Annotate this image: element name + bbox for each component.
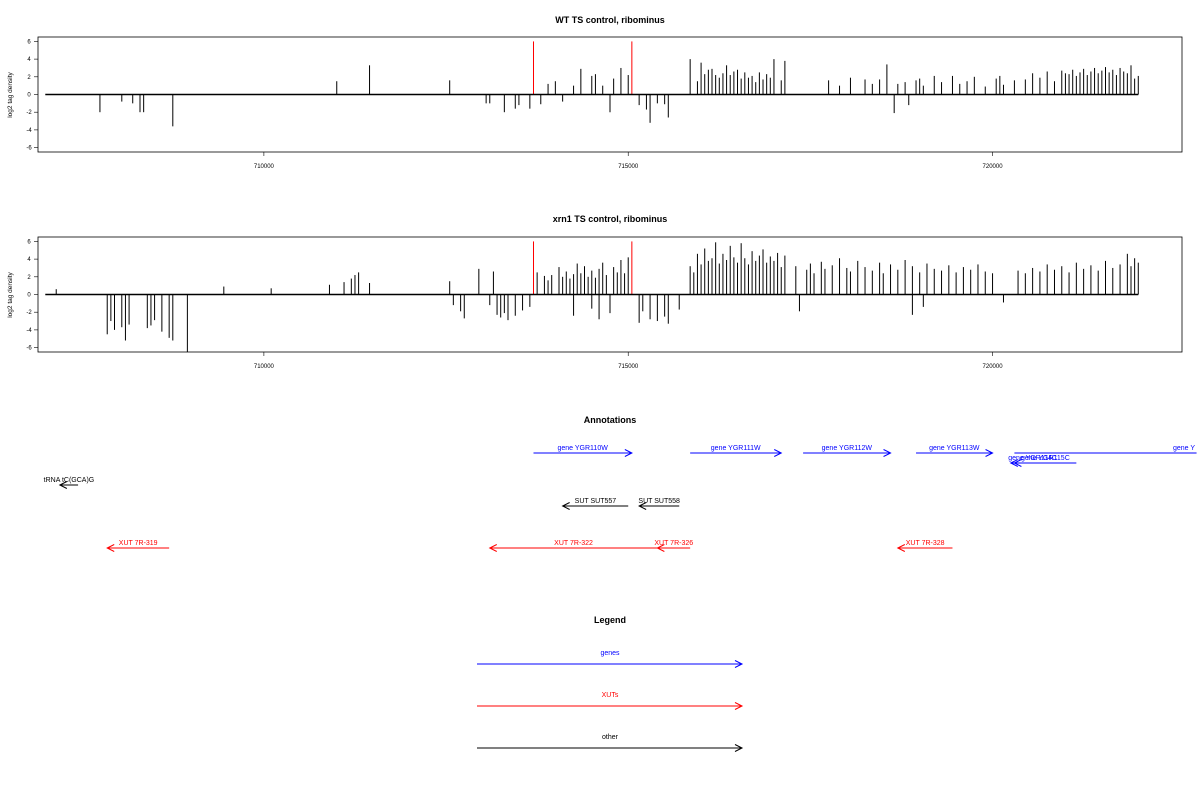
feature-arrowhead	[638, 502, 647, 510]
feature-label: gene YGR110W	[558, 445, 609, 452]
feature-label: tRNA tC(GCA)G	[44, 477, 95, 484]
bars-group	[99, 41, 1139, 127]
feature-label: SUT SUT557	[575, 498, 617, 505]
legend-item: genes	[477, 650, 744, 668]
annotation-feature: XUT 7R-326	[654, 540, 693, 552]
feature-label: gene YGR114C	[1008, 455, 1057, 462]
legend-title: Legend	[594, 615, 626, 625]
feature-label: XUT 7R-328	[906, 540, 945, 547]
legend-item: other	[477, 734, 744, 752]
feature-label: gene YGR115C	[1021, 455, 1070, 462]
x-tick-label: 710000	[254, 364, 275, 370]
y-tick-label: -2	[26, 310, 32, 316]
feature-arrowhead	[58, 481, 68, 489]
panel-title: xrn1 TS control, ribominus	[553, 214, 668, 224]
y-tick-label: -2	[26, 110, 32, 116]
feature-label: SUT SUT558	[638, 498, 680, 505]
feature-arrowhead	[561, 502, 570, 510]
x-tick-label: 715000	[618, 164, 639, 170]
annotation-features: gene YGR110W gene YGR111W gene YGR112W gene…	[44, 445, 1197, 552]
x-tick-label: 710000	[254, 164, 275, 170]
y-tick-label: 4	[27, 257, 31, 263]
legend-arrowhead	[734, 744, 744, 752]
feature-arrowhead	[1009, 459, 1018, 467]
x-tick-label: 720000	[983, 364, 1004, 370]
annotation-feature: XUT 7R-319	[106, 540, 170, 552]
y-axis-label: log2 tag density	[7, 71, 14, 117]
annotation-feature: XUT 7R-322	[488, 540, 658, 552]
legend-label: XUTs	[602, 692, 619, 699]
feature-label: gene Y	[1173, 445, 1195, 452]
y-tick-label: -6	[26, 346, 32, 352]
annotation-feature: gene YGR115C	[1013, 455, 1077, 467]
feature-arrowhead	[1013, 459, 1022, 467]
feature-arrowhead	[488, 544, 497, 552]
annotations-title: Annotations	[584, 415, 637, 425]
bars-group	[55, 241, 1139, 352]
y-tick-label: -4	[26, 128, 32, 134]
annotation-feature: gene YGR113W	[916, 445, 994, 457]
y-tick-label: -4	[26, 328, 32, 334]
feature-label: gene YGR111W	[711, 445, 761, 452]
y-tick-label: 0	[27, 93, 31, 99]
feature-arrowhead	[624, 449, 633, 457]
legend-arrowhead	[734, 702, 744, 710]
y-tick-label: 0	[27, 293, 31, 299]
y-axis-label: log2 tag density	[7, 271, 14, 317]
feature-arrowhead	[656, 544, 665, 552]
annotation-feature: gene YGR110W	[533, 445, 633, 457]
annotation-feature: gene YGR111W	[690, 445, 783, 457]
panel-xrn1: xrn1 TS control, ribominus -6 -4 -2 0 2 4 6 710…	[7, 214, 1183, 370]
annotation-feature: gene YGR112W	[803, 445, 892, 457]
y-tick-label: 6	[27, 39, 31, 45]
feature-arrowhead	[985, 449, 994, 457]
annotation-feature: XUT 7R-328	[896, 540, 953, 552]
panel-title: WT TS control, ribominus	[555, 15, 665, 25]
y-tick-label: 4	[27, 57, 31, 63]
feature-label: gene YGR113W	[929, 445, 980, 452]
x-tick-label: 715000	[618, 364, 639, 370]
legend-label: other	[602, 734, 619, 741]
axes-group: -6 -4 -2 0 2 4 6 710000 715000 720000	[26, 39, 1139, 170]
y-tick-label: 6	[27, 239, 31, 245]
annotation-feature: SUT SUT557	[561, 498, 629, 510]
feature-label: XUT 7R-319	[119, 540, 158, 547]
feature-arrowhead	[106, 544, 115, 552]
feature-label: gene YGR112W	[822, 445, 873, 452]
feature-label: XUT 7R-322	[554, 540, 593, 547]
y-tick-label: 2	[27, 275, 31, 281]
panel-wt: WT TS control, ribominus -6 -4 -2 0 2 4 6 71000…	[7, 15, 1183, 170]
y-tick-label: 2	[27, 75, 31, 81]
annotations-panel: Annotations gene YGR110W gene YGR111W gene…	[44, 415, 1197, 552]
x-tick-label: 720000	[983, 164, 1004, 170]
legend-arrowhead	[734, 660, 744, 668]
y-tick-label: -6	[26, 146, 32, 152]
legend-panel: Legend genes XUTs other	[477, 615, 744, 752]
feature-label: XUT 7R-326	[654, 540, 693, 547]
legend-label: genes	[600, 650, 620, 657]
feature-arrowhead	[774, 449, 783, 457]
annotation-feature: gene Y	[1014, 445, 1197, 454]
annotation-feature: SUT SUT558	[638, 498, 680, 510]
annotation-feature: tRNA tC(GCA)G	[44, 477, 95, 489]
feature-arrowhead	[883, 449, 892, 457]
legend-item: XUTs	[477, 692, 744, 710]
feature-arrowhead	[896, 544, 906, 552]
legend-items: genes XUTs other	[477, 650, 744, 752]
axes-group: -6 -4 -2 0 2 4 6 710000 715000 720000	[26, 239, 1139, 370]
